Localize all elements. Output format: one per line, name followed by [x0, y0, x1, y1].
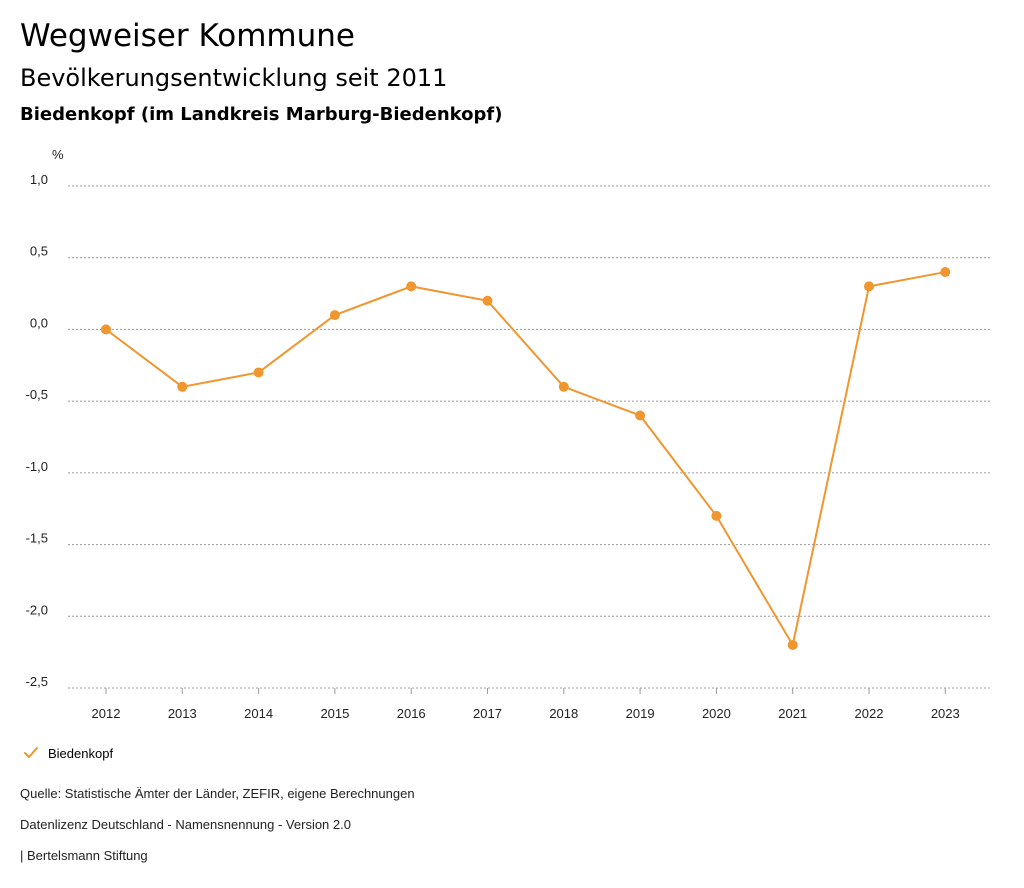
credit-note: | Bertelsmann Stiftung	[20, 848, 148, 863]
y-tick-label: -0,5	[26, 387, 48, 402]
gridlines	[68, 185, 990, 689]
x-tick-label: 2020	[702, 706, 731, 721]
data-point[interactable]	[711, 510, 722, 521]
x-axis-ticks: 2012 2013 2014 2015 2016 2017 2018 2019 2020 2021…	[92, 688, 960, 721]
y-axis-ticks: 1,0 0,5 0,0 -0,5 -1,0 -1,5 -2,0 -2,5	[26, 172, 48, 689]
x-tick-label: 2018	[549, 706, 578, 721]
data-point[interactable]	[253, 367, 264, 378]
x-tick-label: 2014	[244, 706, 273, 721]
data-point[interactable]	[787, 639, 798, 650]
data-point[interactable]	[329, 310, 340, 321]
data-point[interactable]	[940, 267, 951, 278]
check-icon	[24, 747, 38, 758]
region-label: Biedenkopf (im Landkreis Marburg-Biedenk…	[20, 104, 503, 125]
legend[interactable]: Biedenkopf	[22, 744, 113, 762]
data-point[interactable]	[177, 381, 188, 392]
y-tick-label: 0,0	[30, 315, 48, 330]
data-point[interactable]	[406, 281, 417, 292]
y-tick-label: -1,5	[26, 531, 48, 546]
x-tick-label: 2016	[397, 706, 426, 721]
source-note: Quelle: Statistische Ämter der Länder, Z…	[20, 786, 415, 801]
y-tick-label: 1,0	[30, 172, 48, 187]
x-tick-label: 2022	[855, 706, 884, 721]
y-tick-label: 0,5	[30, 244, 48, 259]
data-point[interactable]	[864, 281, 874, 292]
y-unit-label: %	[52, 147, 64, 162]
x-tick-label: 2013	[168, 706, 197, 721]
x-tick-label: 2023	[931, 706, 960, 721]
data-point[interactable]	[101, 324, 111, 335]
chart-subtitle: Bevölkerungsentwicklung seit 2011	[20, 64, 448, 92]
x-tick-label: 2015	[320, 706, 349, 721]
x-tick-label: 2012	[92, 706, 121, 721]
data-point[interactable]	[558, 381, 569, 392]
y-tick-label: -2,5	[26, 674, 48, 689]
page-title: Wegweiser Kommune	[20, 18, 355, 54]
x-tick-label: 2021	[778, 706, 807, 721]
license-note: Datenlizenz Deutschland - Namensnennung …	[20, 817, 351, 832]
x-tick-label: 2019	[626, 706, 655, 721]
y-tick-label: -2,0	[26, 602, 48, 617]
line-chart: % 1,0 0,5 0,0 -0,5 -1,0 -1,5 -2,0 -2,5 2012 2013…	[26, 147, 990, 721]
series-line	[105, 271, 946, 646]
series-layer	[101, 267, 951, 650]
y-tick-label: -1,0	[26, 459, 48, 474]
x-tick-label: 2017	[473, 706, 502, 721]
legend-label: Biedenkopf	[48, 745, 114, 761]
data-point[interactable]	[482, 295, 493, 306]
data-point[interactable]	[635, 410, 646, 421]
